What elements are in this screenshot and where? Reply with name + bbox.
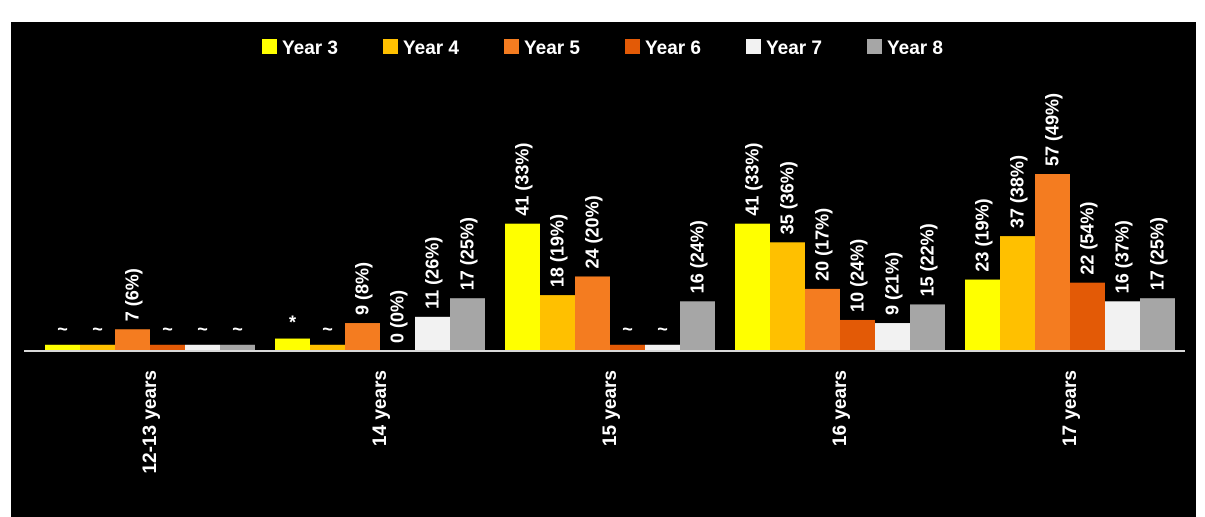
legend-swatch [383,39,398,54]
legend-item-year-8: Year 8 [867,38,943,59]
data-label-12-13-years-year-4: ~ [92,319,103,339]
data-label-12-13-years-year-7: ~ [197,319,208,339]
chart-background [11,22,1196,517]
legend-swatch [746,39,761,54]
bar-15-years-year-3 [505,223,540,351]
data-label-17-years-year-4: 37 (38%) [1008,155,1028,228]
bar-17-years-year-4 [1000,236,1035,351]
data-label-17-years-year-5: 57 (49%) [1043,93,1063,166]
legend-swatch [625,39,640,54]
bar-14-years-year-4 [310,344,345,351]
bar-16-years-year-6 [840,319,875,351]
data-label-14-years-year-7: 11 (26%) [423,237,443,309]
data-label-17-years-year-6: 22 (54%) [1078,202,1098,275]
bar-15-years-year-7 [645,344,680,351]
legend-label: Year 3 [282,38,338,59]
bar-12-13-years-year-6 [150,344,185,351]
bar-16-years-year-3 [735,223,770,351]
data-label-14-years-year-6: 0 (0%) [388,290,408,343]
data-label-16-years-year-4: 35 (36%) [778,161,798,234]
x-tick-label-15-years: 15 years [600,370,621,446]
bar-12-13-years-year-3 [45,344,80,351]
legend-item-year-3: Year 3 [262,38,338,59]
bar-17-years-year-7 [1105,301,1140,351]
bar-16-years-year-5 [805,288,840,351]
bar-17-years-year-3 [965,279,1000,351]
x-tick-label-17-years: 17 years [1060,370,1081,446]
data-label-16-years-year-8: 15 (22%) [918,223,938,296]
data-label-15-years-year-5: 24 (20%) [583,195,603,268]
legend-label: Year 8 [887,38,943,59]
legend: Year 3 Year 4 Year 5 Year 6 Year 7 Year 8 [262,38,943,59]
bar-14-years-year-5 [345,323,380,351]
legend-label: Year 6 [645,38,701,59]
bar-15-years-year-6 [610,344,645,351]
bar-17-years-year-8 [1140,298,1175,351]
data-label-15-years-year-7: ~ [657,319,668,339]
data-label-14-years-year-4: ~ [322,319,333,339]
legend-label: Year 4 [403,38,459,59]
bar-12-13-years-year-7 [185,344,220,351]
data-label-12-13-years-year-6: ~ [162,319,173,339]
bars-group [45,174,1175,351]
bar-12-13-years-year-4 [80,344,115,351]
legend-label: Year 7 [766,38,822,59]
bar-16-years-year-7 [875,323,910,351]
data-label-14-years-year-3: * [289,313,296,333]
bar-15-years-year-4 [540,295,575,351]
legend-swatch [504,39,519,54]
data-label-12-13-years-year-3: ~ [57,319,68,339]
data-label-15-years-year-6: ~ [622,319,633,339]
legend-item-year-4: Year 4 [383,38,459,59]
x-tick-label-14-years: 14 years [370,370,391,446]
data-label-17-years-year-8: 17 (25%) [1148,217,1168,290]
data-label-14-years-year-8: 17 (25%) [458,217,478,290]
bar-15-years-year-8 [680,301,715,351]
legend-item-year-7: Year 7 [746,38,822,59]
data-label-12-13-years-year-8: ~ [232,319,243,339]
bar-17-years-year-6 [1070,282,1105,351]
data-label-14-years-year-5: 9 (8%) [353,262,373,315]
bar-12-13-years-year-8 [220,344,255,351]
legend-item-year-5: Year 5 [504,38,580,59]
bar-14-years-year-7 [415,316,450,351]
bar-15-years-year-5 [575,276,610,351]
data-label-15-years-year-3: 41 (33%) [513,143,533,216]
bar-16-years-year-4 [770,242,805,351]
x-tick-label-16-years: 16 years [830,370,851,446]
data-label-16-years-year-6: 10 (24%) [848,239,868,312]
bar-14-years-year-8 [450,298,485,351]
legend-item-year-6: Year 6 [625,38,701,59]
data-label-16-years-year-3: 41 (33%) [743,143,763,216]
data-label-12-13-years-year-5: 7 (6%) [123,268,143,321]
legend-label: Year 5 [524,38,580,59]
bar-14-years-year-3 [275,338,310,351]
x-tick-label-12-13-years: 12-13 years [140,370,161,474]
bar-17-years-year-5 [1035,174,1070,351]
bar-16-years-year-8 [910,304,945,351]
legend-swatch [262,39,277,54]
data-label-16-years-year-7: 9 (21%) [883,252,903,315]
x-tick-labels-group: 12-13 years 14 years 15 years 16 years 17 ye… [140,370,1081,474]
data-labels-group: ~ ~7 (6%) ~ ~ ~ * ~9 (8%) 0 (0%) 11 (26%) 17 (25%… [57,93,1167,343]
data-label-15-years-year-8: 16 (24%) [688,220,708,293]
legend-swatch [867,39,882,54]
data-label-17-years-year-7: 16 (37%) [1113,220,1133,293]
data-label-15-years-year-4: 18 (19%) [548,214,568,287]
bar-12-13-years-year-5 [115,329,150,351]
data-label-17-years-year-3: 23 (19%) [973,199,993,272]
data-label-16-years-year-5: 20 (17%) [813,208,833,281]
